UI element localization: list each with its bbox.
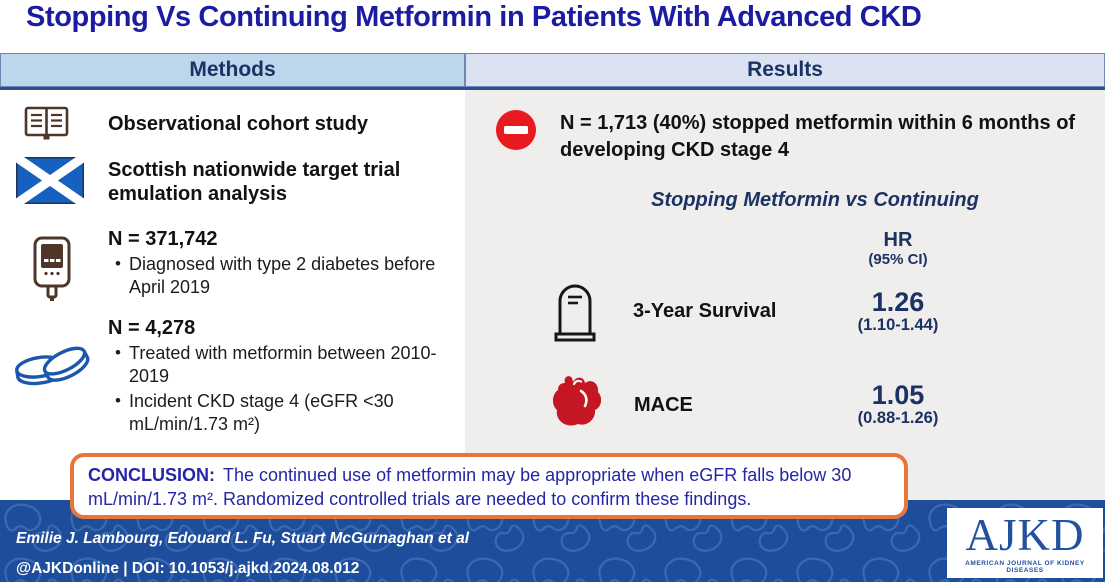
conclusion-text: CONCLUSION: The continued use of metformi…	[88, 463, 888, 512]
cohort-bullet: Diagnosed with type 2 diabetes before Ap…	[112, 253, 464, 299]
doi-line: @AJKDonline | DOI: 10.1053/j.ajkd.2024.0…	[16, 560, 360, 577]
methods-header: Methods	[0, 53, 465, 87]
mace-ci-value: (0.88-1.26)	[857, 409, 939, 428]
outcome-value-mace: 1.05 (0.88-1.26)	[832, 381, 964, 429]
stopped-metformin-note: N = 1,713 (40%) stopped metformin within…	[560, 112, 1076, 161]
tombstone-icon	[554, 284, 596, 342]
metformin-bullets: Treated with metformin between 2010-2019…	[112, 342, 464, 437]
open-book-icon	[24, 106, 69, 140]
mace-hr-value: 1.05	[871, 380, 925, 410]
metformin-n-heading: N = 4,278	[108, 317, 196, 339]
ajkd-logo-word: AJKD	[965, 510, 1085, 561]
outcome-label-mace: MACE	[634, 394, 693, 416]
comparison-title: Stopping Metformin vs Continuing	[651, 189, 979, 211]
survival-ci-value: (1.10-1.44)	[857, 316, 939, 335]
methods-item-study-design: Observational cohort study	[108, 113, 369, 135]
heart-icon	[553, 376, 601, 426]
scotland-flag-icon	[16, 157, 84, 204]
results-panel-background	[465, 90, 1105, 500]
hr-label: HR	[883, 229, 913, 251]
conclusion-body: The continued use of metformin may be ap…	[88, 465, 852, 510]
metformin-bullet: Incident CKD stage 4 (eGFR <30 mL/min/1.…	[112, 390, 464, 436]
methods-item-country-analysis: Scottish nationwide target trial emulati…	[108, 159, 401, 206]
ajkd-logo-subtext: AMERICAN JOURNAL OF KIDNEY DISEASES	[965, 559, 1085, 574]
outcome-value-survival: 1.26 (1.10-1.44)	[832, 288, 964, 336]
page-title: Stopping Vs Continuing Metformin in Pati…	[26, 1, 922, 33]
ajkd-logo: AJKD AMERICAN JOURNAL OF KIDNEY DISEASES	[947, 508, 1103, 578]
glucometer-icon	[33, 236, 71, 301]
survival-hr-value: 1.26	[871, 287, 925, 317]
stop-icon	[496, 110, 536, 150]
section-header-row: Methods Results	[0, 53, 1105, 90]
hr-ci-label: (95% CI)	[868, 251, 928, 268]
hr-column-header: HR (95% CI)	[832, 229, 964, 268]
pills-icon	[15, 346, 90, 386]
authors-line: Emilie J. Lambourg, Edouard L. Fu, Stuar…	[16, 530, 469, 547]
metformin-bullet: Treated with metformin between 2010-2019	[112, 342, 464, 388]
conclusion-box: CONCLUSION: The continued use of metformi…	[70, 453, 908, 519]
conclusion-label: CONCLUSION:	[88, 465, 215, 485]
cohort-n-heading: N = 371,742	[108, 228, 218, 250]
outcome-label-survival: 3-Year Survival	[633, 300, 777, 322]
results-header: Results	[465, 53, 1105, 87]
cohort-bullets: Diagnosed with type 2 diabetes before Ap…	[112, 253, 464, 301]
